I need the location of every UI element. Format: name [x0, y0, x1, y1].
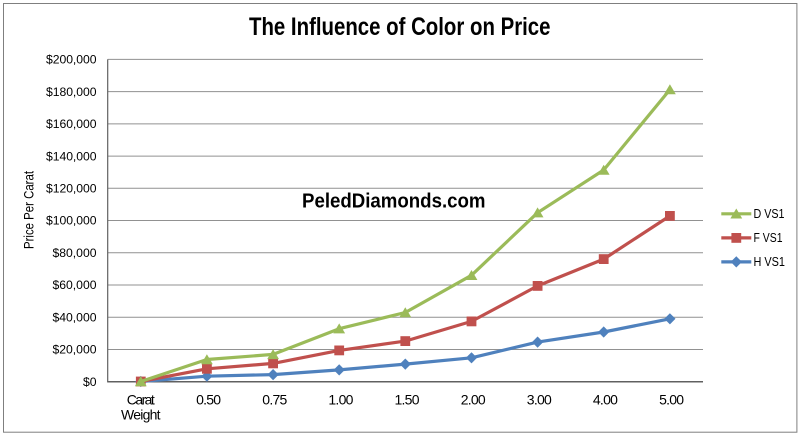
svg-text:1.00: 1.00 — [328, 392, 353, 408]
svg-text:2.00: 2.00 — [461, 392, 486, 408]
svg-text:$200,000: $200,000 — [46, 53, 97, 67]
svg-text:5.00: 5.00 — [659, 392, 684, 408]
svg-text:$100,000: $100,000 — [46, 214, 97, 228]
svg-text:$160,000: $160,000 — [46, 117, 97, 131]
svg-text:Price Per Carat: Price Per Carat — [20, 171, 36, 249]
svg-text:Weight: Weight — [121, 407, 161, 423]
svg-text:0.75: 0.75 — [262, 392, 287, 408]
svg-text:$120,000: $120,000 — [46, 182, 97, 196]
svg-text:$180,000: $180,000 — [46, 85, 97, 99]
svg-text:H VS1: H VS1 — [754, 254, 786, 269]
svg-text:4.00: 4.00 — [593, 392, 618, 408]
svg-text:D VS1: D VS1 — [754, 206, 785, 221]
svg-text:$40,000: $40,000 — [53, 310, 97, 324]
svg-text:$20,000: $20,000 — [53, 343, 97, 357]
svg-text:$0: $0 — [83, 375, 97, 389]
svg-text:0.50: 0.50 — [196, 392, 221, 408]
svg-text:$80,000: $80,000 — [53, 246, 97, 260]
svg-text:F VS1: F VS1 — [754, 230, 783, 245]
svg-text:$140,000: $140,000 — [46, 149, 97, 163]
svg-text:1.50: 1.50 — [395, 392, 420, 408]
svg-text:$60,000: $60,000 — [53, 278, 97, 292]
svg-text:PeledDiamonds.com: PeledDiamonds.com — [302, 190, 486, 213]
svg-text:Carat: Carat — [127, 392, 155, 408]
svg-text:3.00: 3.00 — [527, 392, 552, 408]
svg-text:The Influence of Color on Pric: The Influence of Color on Price — [249, 13, 551, 41]
